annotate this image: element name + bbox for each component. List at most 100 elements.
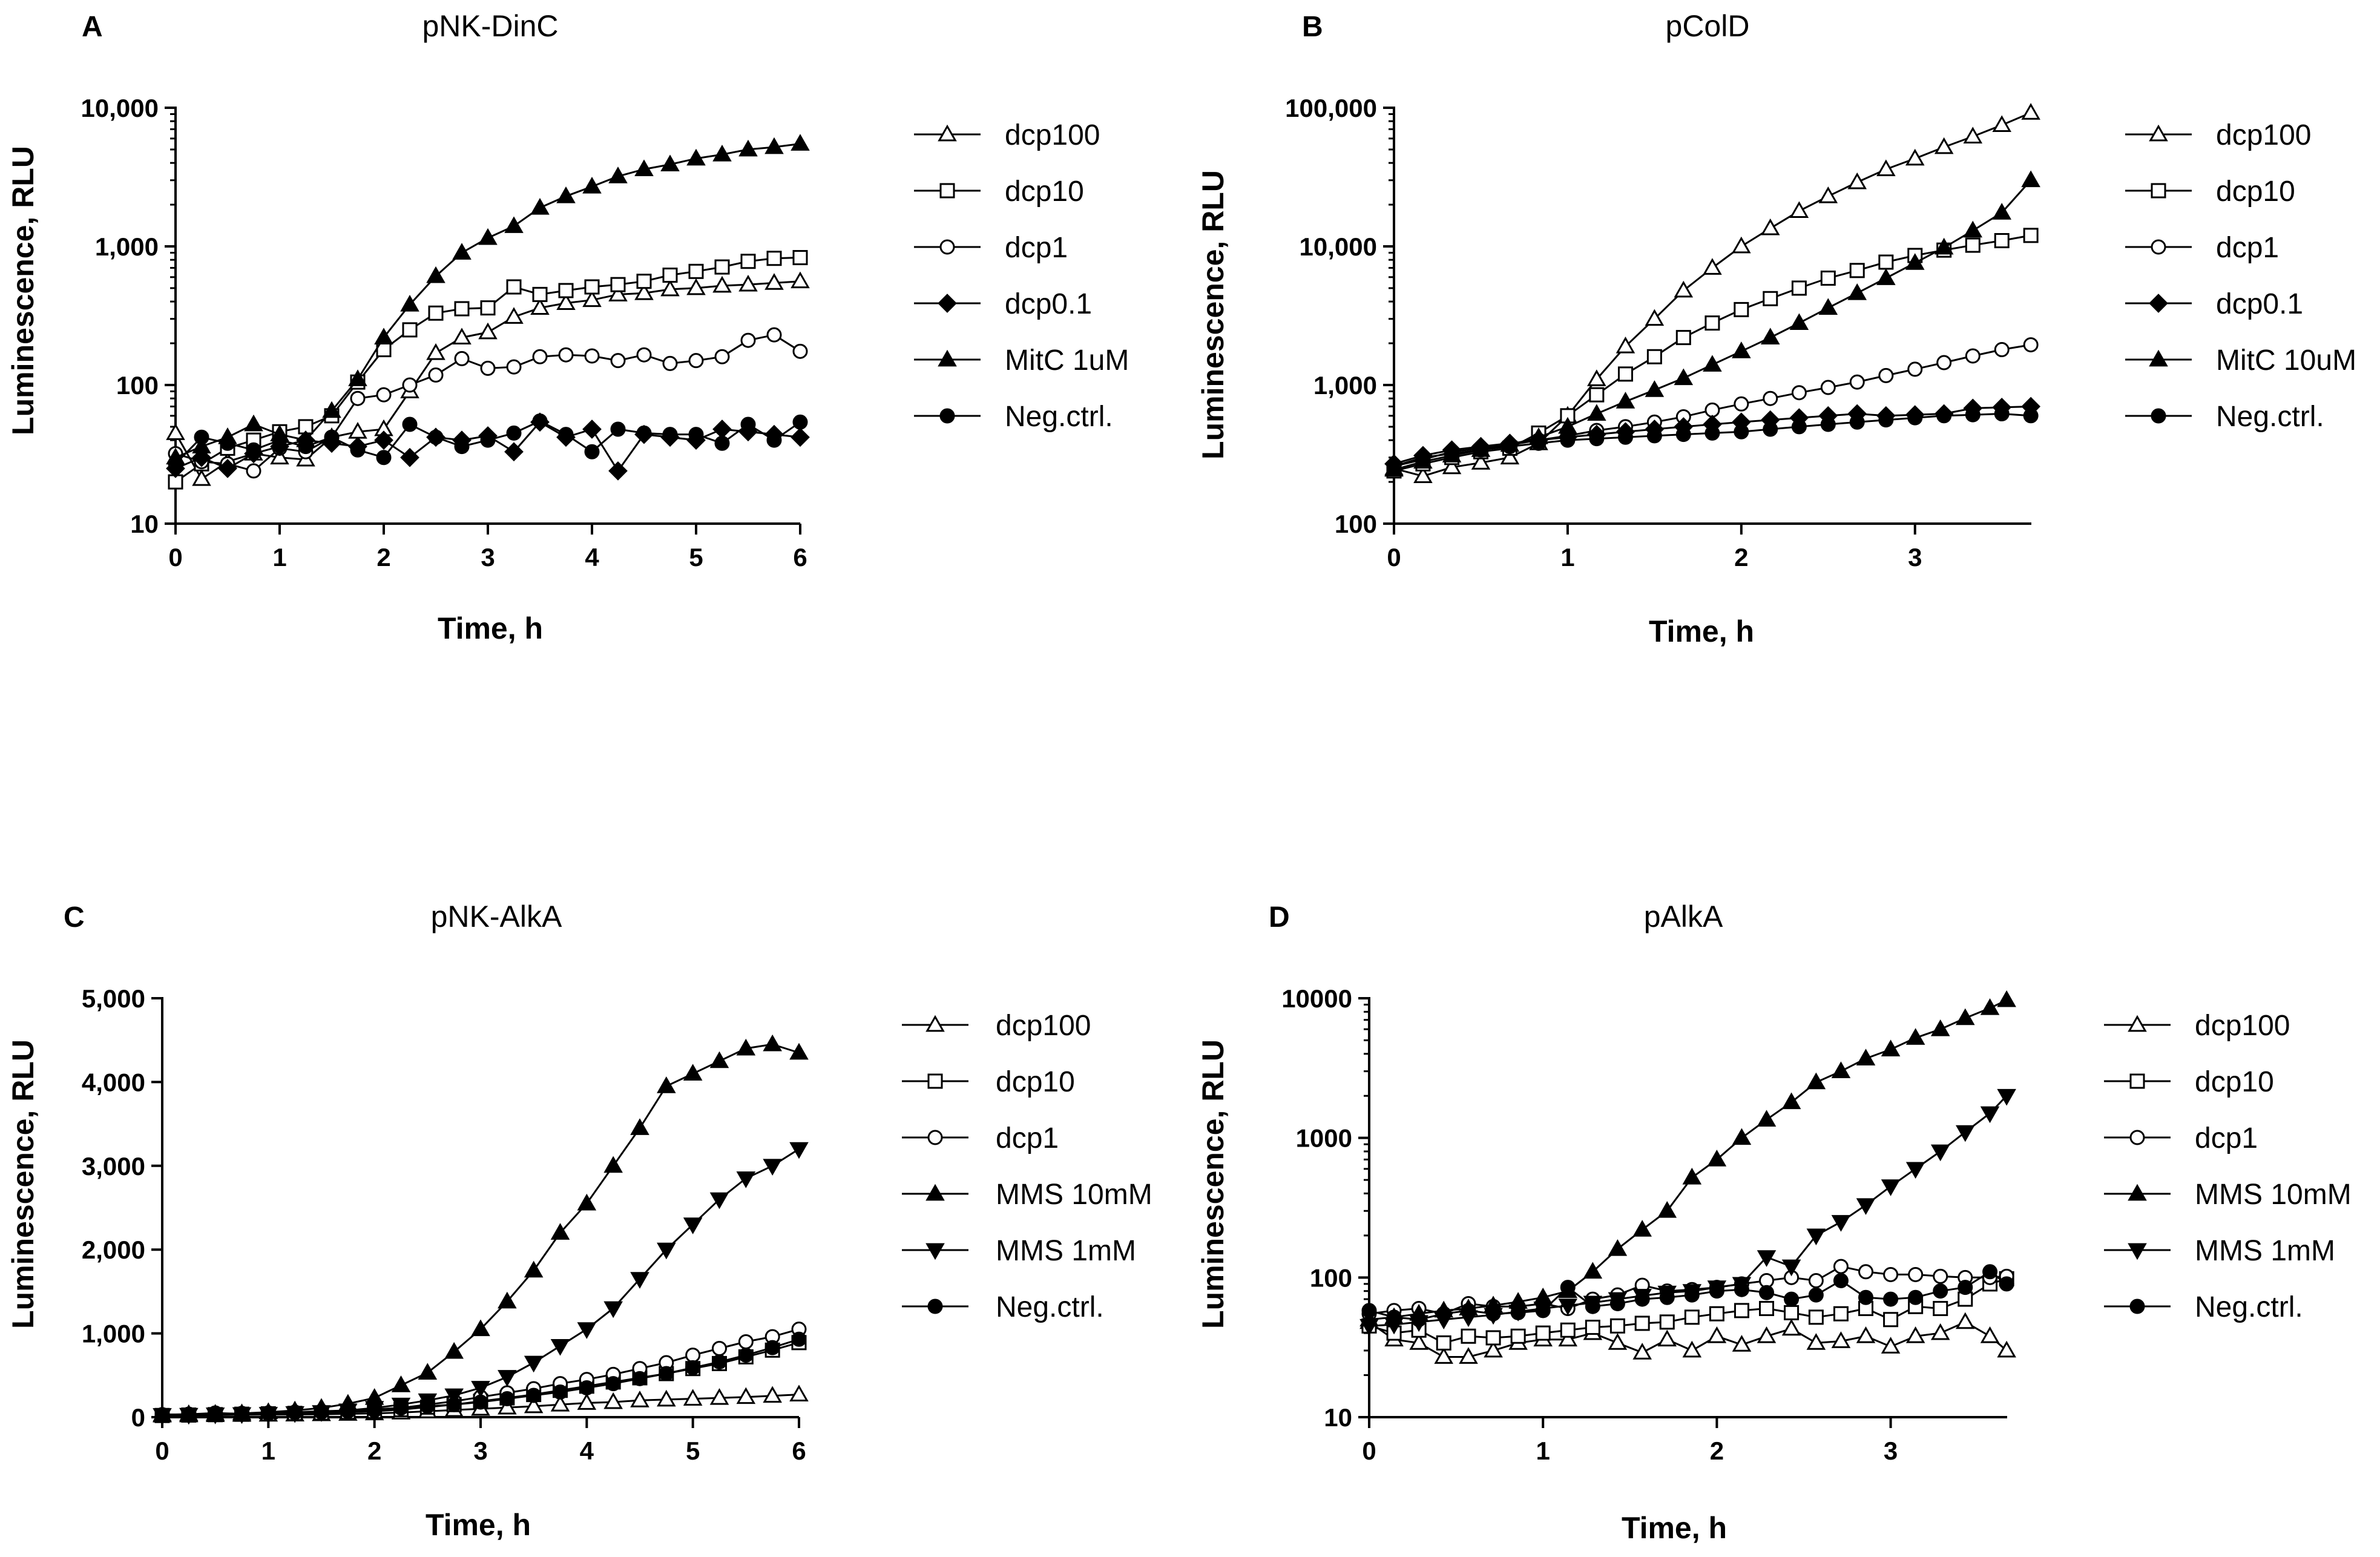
- data-point: [738, 139, 758, 157]
- data-point: [766, 251, 782, 266]
- legend-marker: [2129, 1073, 2145, 1089]
- data-point: [480, 432, 496, 448]
- x-tick-label: 0: [155, 1437, 169, 1465]
- panel-letter: D: [1269, 901, 1290, 933]
- x-tick-label: 3: [473, 1437, 487, 1465]
- data-point: [1936, 355, 1952, 370]
- data-point: [662, 355, 678, 371]
- data-point: [714, 349, 730, 364]
- data-point: [584, 444, 600, 459]
- data-point: [1646, 349, 1662, 364]
- legend-label: Neg.ctrl.: [2195, 1291, 2303, 1323]
- data-point: [556, 293, 576, 311]
- data-point: [1856, 1198, 1876, 1215]
- data-point: [1818, 298, 1838, 315]
- legend-item: dcp100: [914, 119, 1100, 151]
- data-point: [1589, 431, 1605, 447]
- data-point: [1934, 137, 1954, 154]
- data-point: [478, 322, 498, 340]
- data-point: [740, 332, 756, 348]
- data-point: [736, 1387, 756, 1404]
- data-point: [367, 1401, 383, 1417]
- series-4: [166, 134, 810, 465]
- y-tick-label: 100: [1310, 1263, 1352, 1292]
- data-point: [550, 1338, 570, 1356]
- data-point: [1646, 428, 1662, 444]
- y-tick-label: 10000: [1281, 984, 1352, 1013]
- data-point: [1634, 1291, 1650, 1307]
- data-point: [454, 439, 470, 455]
- data-point: [374, 430, 393, 450]
- data-point: [736, 1171, 756, 1188]
- data-point: [454, 301, 470, 317]
- data-point: [608, 166, 628, 183]
- x-tick-label: 2: [376, 543, 390, 571]
- legend-item: dcp10: [2125, 176, 2295, 208]
- data-point: [526, 1387, 542, 1403]
- panel-letter: B: [1302, 11, 1323, 43]
- data-point: [506, 359, 522, 375]
- data-point: [1849, 374, 1865, 390]
- legend-item: dcp0.1: [914, 288, 1092, 320]
- series-group: [153, 1034, 809, 1425]
- data-point: [714, 435, 730, 451]
- data-point: [532, 349, 548, 364]
- data-point: [298, 439, 314, 455]
- legend-item: MitC 10uM: [2125, 344, 2356, 377]
- x-tick-label: 3: [1908, 543, 1922, 571]
- x-tick-label: 5: [689, 543, 703, 571]
- data-point: [350, 390, 366, 406]
- data-point: [632, 1371, 648, 1386]
- y-tick-label: 1000: [1296, 1124, 1352, 1153]
- data-point: [1831, 1061, 1851, 1079]
- data-point: [426, 343, 445, 360]
- data-point: [550, 1223, 570, 1240]
- data-point: [657, 1242, 676, 1260]
- data-point: [740, 416, 756, 432]
- data-point: [1535, 1325, 1551, 1341]
- data-point: [1791, 385, 1807, 401]
- data-point: [1461, 1303, 1476, 1318]
- data-point: [636, 347, 652, 363]
- data-point: [1485, 1306, 1501, 1322]
- data-point: [1876, 268, 1896, 285]
- y-tick-label: 3,000: [82, 1152, 145, 1180]
- data-point: [1820, 270, 1836, 286]
- legend-marker: [2128, 1183, 2147, 1201]
- data-point: [766, 327, 782, 343]
- data-point: [763, 1159, 782, 1176]
- data-point: [1442, 457, 1462, 475]
- data-point: [1609, 1318, 1625, 1334]
- data-point: [1560, 432, 1576, 448]
- data-point: [1933, 1283, 1948, 1299]
- x-tick-label: 4: [580, 1437, 594, 1465]
- data-point: [1963, 220, 1983, 238]
- data-point: [763, 1386, 782, 1403]
- data-point: [218, 459, 237, 478]
- data-point: [1930, 1144, 1950, 1162]
- data-point: [685, 1360, 701, 1375]
- data-point: [181, 1406, 197, 1422]
- y-tick-label: 100: [116, 371, 159, 400]
- data-point: [1789, 313, 1809, 331]
- data-point: [764, 273, 784, 290]
- data-point: [577, 1393, 597, 1410]
- legend-marker: [925, 1015, 945, 1032]
- data-point: [683, 1064, 703, 1081]
- data-point: [630, 1391, 649, 1407]
- data-point: [244, 414, 263, 432]
- legend-label: Neg.ctrl.: [996, 1291, 1104, 1323]
- legend-item: dcp10: [914, 176, 1084, 208]
- data-point: [1806, 1072, 1826, 1090]
- data-point: [324, 429, 340, 445]
- legend-label: dcp10: [2216, 176, 2295, 208]
- data-point: [603, 1392, 623, 1409]
- data-point: [391, 1375, 411, 1392]
- legend-label: MMS 10mM: [996, 1179, 1152, 1211]
- data-point: [1881, 1039, 1901, 1056]
- data-point: [1956, 1312, 1975, 1329]
- data-point: [1980, 998, 2000, 1015]
- data-point: [605, 1376, 621, 1392]
- data-point: [471, 1381, 490, 1398]
- data-point: [1434, 1347, 1453, 1364]
